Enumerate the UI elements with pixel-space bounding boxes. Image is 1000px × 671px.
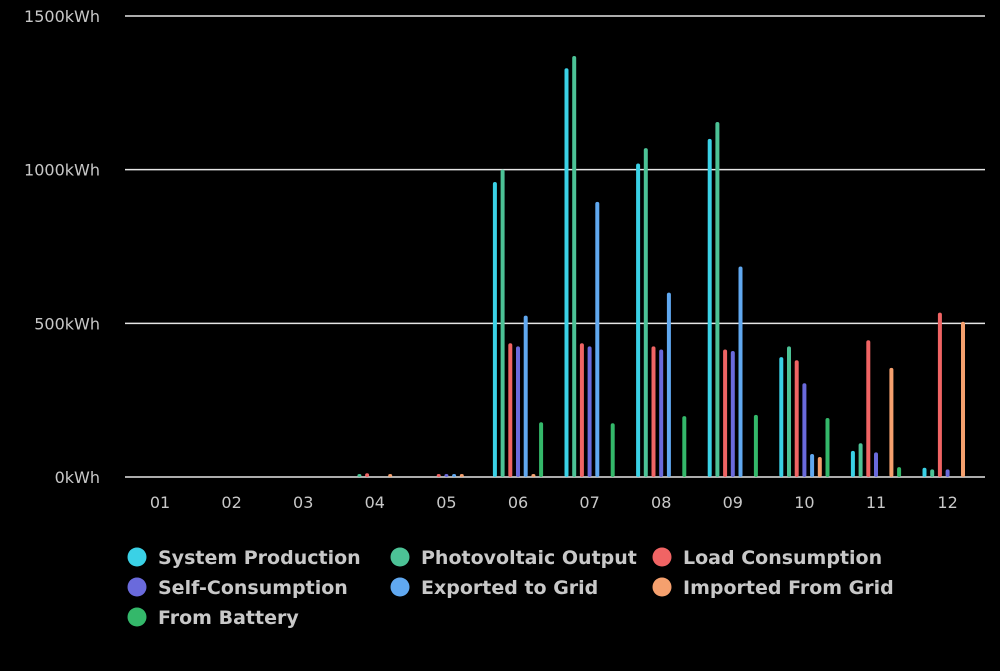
bar-self-consumption-09[interactable]	[730, 350, 735, 477]
bar-self-consumption-10[interactable]	[802, 383, 807, 477]
legend-swatch	[127, 547, 147, 567]
bar-from-battery-06[interactable]	[539, 422, 544, 477]
y-tick-label: 500kWh	[34, 314, 100, 333]
legend-item-imported-from-grid[interactable]: Imported From Grid	[652, 577, 894, 599]
bar-photovoltaic-output-12[interactable]	[930, 469, 935, 477]
bar-system-production-12[interactable]	[922, 467, 927, 477]
x-tick-label: 12	[937, 493, 957, 512]
legend-swatch	[127, 607, 147, 627]
legend-label: Photovoltaic Output	[421, 547, 637, 569]
x-tick-label: 02	[221, 493, 241, 512]
legend-swatch	[390, 577, 410, 597]
bar-self-consumption-07[interactable]	[587, 346, 592, 477]
bar-load-consumption-11[interactable]	[866, 340, 871, 477]
bar-from-battery-11[interactable]	[897, 467, 902, 477]
y-tick-label: 1500kWh	[24, 7, 100, 26]
bar-imported-from-grid-04[interactable]	[388, 474, 393, 477]
y-axis: 0kWh 500kWh 1000kWh 1500kWh	[24, 7, 100, 487]
bar-load-consumption-06[interactable]	[508, 343, 513, 477]
x-tick-label: 04	[365, 493, 385, 512]
bar-load-consumption-07[interactable]	[579, 343, 584, 477]
bar-imported-from-grid-11[interactable]	[889, 367, 894, 477]
x-tick-label: 10	[794, 493, 814, 512]
bar-self-consumption-12[interactable]	[945, 469, 950, 477]
bar-imported-from-grid-12[interactable]	[961, 321, 965, 477]
bar-self-consumption-11[interactable]	[874, 452, 878, 477]
x-tick-label: 07	[579, 493, 599, 512]
x-tick-label: 08	[651, 493, 671, 512]
bar-load-consumption-12[interactable]	[937, 312, 942, 477]
bar-from-battery-09[interactable]	[753, 414, 758, 477]
bar-photovoltaic-output-06[interactable]	[500, 169, 505, 477]
bar-photovoltaic-output-09[interactable]	[715, 122, 720, 477]
legend-label: Load Consumption	[683, 547, 882, 569]
x-tick-label: 06	[508, 493, 528, 512]
bar-system-production-08[interactable]	[636, 163, 641, 477]
legend: System Production Photovoltaic Output Load…	[127, 547, 894, 629]
bar-system-production-07[interactable]	[564, 68, 569, 477]
legend-swatch	[652, 547, 672, 567]
bar-load-consumption-04[interactable]	[365, 473, 370, 477]
x-tick-label: 05	[436, 493, 456, 512]
bar-system-production-06[interactable]	[492, 181, 497, 477]
x-tick-label: 01	[150, 493, 170, 512]
legend-label: Self-Consumption	[158, 577, 348, 599]
bar-load-consumption-08[interactable]	[651, 346, 656, 477]
bar-exported-to-grid-05[interactable]	[452, 474, 457, 477]
bar-exported-to-grid-06[interactable]	[523, 315, 528, 477]
bar-exported-to-grid-07[interactable]	[595, 201, 600, 478]
x-tick-label: 09	[723, 493, 743, 512]
y-tick-label: 1000kWh	[24, 161, 100, 180]
bar-photovoltaic-output-07[interactable]	[572, 55, 577, 477]
legend-item-from-battery[interactable]: From Battery	[127, 607, 300, 629]
bar-self-consumption-08[interactable]	[659, 349, 664, 477]
bar-imported-from-grid-06[interactable]	[531, 474, 536, 477]
legend-item-system-production[interactable]: System Production	[127, 547, 361, 569]
bar-imported-from-grid-05[interactable]	[459, 474, 464, 477]
legend-label: Imported From Grid	[683, 577, 894, 599]
bar-self-consumption-06[interactable]	[516, 346, 520, 477]
bar-from-battery-08[interactable]	[682, 416, 687, 477]
legend-swatch	[127, 577, 147, 597]
legend-label: From Battery	[158, 607, 299, 629]
bar-from-battery-10[interactable]	[825, 417, 830, 477]
legend-swatch	[652, 577, 672, 597]
bar-exported-to-grid-10[interactable]	[810, 453, 815, 477]
legend-label: Exported to Grid	[421, 577, 598, 599]
bar-exported-to-grid-08[interactable]	[666, 292, 671, 477]
legend-label: System Production	[158, 547, 361, 569]
bar-load-consumption-10[interactable]	[794, 360, 799, 477]
bar-photovoltaic-output-08[interactable]	[643, 148, 648, 478]
bar-exported-to-grid-09[interactable]	[738, 266, 743, 477]
bar-photovoltaic-output-04[interactable]	[357, 474, 362, 477]
legend-item-exported-to-grid[interactable]: Exported to Grid	[390, 577, 599, 599]
legend-item-self-consumption[interactable]: Self-Consumption	[127, 577, 348, 599]
bar-system-production-11[interactable]	[850, 450, 855, 477]
bar-system-production-09[interactable]	[707, 138, 712, 477]
y-tick-label: 0kWh	[55, 468, 100, 487]
bar-system-production-10[interactable]	[779, 357, 784, 477]
bar-load-consumption-09[interactable]	[723, 349, 728, 477]
bar-self-consumption-05[interactable]	[444, 474, 449, 477]
bar-imported-from-grid-10[interactable]	[817, 457, 822, 477]
bars-layer	[357, 55, 965, 478]
x-tick-label: 03	[293, 493, 313, 512]
bar-load-consumption-05[interactable]	[436, 474, 441, 477]
bar-from-battery-07[interactable]	[610, 423, 615, 477]
x-axis: 01 02 03 04 05 06 07 08 09 10 11 12	[150, 493, 958, 512]
grid-layer	[125, 15, 985, 478]
bar-photovoltaic-output-11[interactable]	[858, 443, 863, 477]
legend-item-photovoltaic-output[interactable]: Photovoltaic Output	[390, 547, 637, 569]
x-tick-label: 11	[866, 493, 886, 512]
legend-item-load-consumption[interactable]: Load Consumption	[652, 547, 883, 569]
bar-photovoltaic-output-10[interactable]	[787, 346, 791, 477]
legend-swatch	[390, 547, 410, 567]
